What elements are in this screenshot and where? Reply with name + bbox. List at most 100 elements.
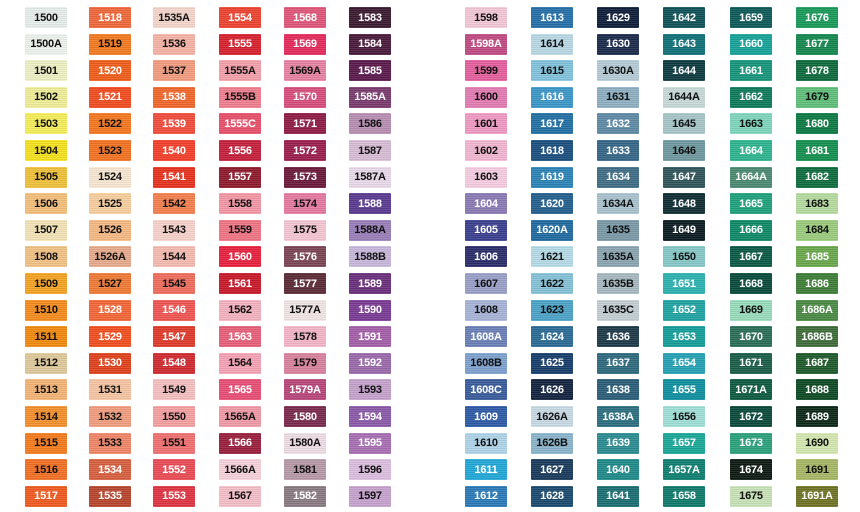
color-swatch-1621: 1621 — [531, 246, 573, 268]
swatch-code-label: 1660 — [739, 38, 763, 51]
swatch-code-label: 1680 — [805, 117, 829, 130]
color-swatch-1609: 1609 — [465, 406, 507, 427]
color-swatch-1559: 1559 — [219, 219, 261, 241]
swatch-code-label: 1635A — [602, 250, 634, 263]
color-swatch-1671: 1671 — [730, 352, 772, 374]
color-swatch-1686A: 1686A — [796, 299, 838, 321]
color-swatch-1503: 1503 — [25, 113, 67, 135]
swatch-code-label: 1522 — [98, 117, 122, 130]
swatch-code-label: 1517 — [34, 490, 58, 503]
swatch-code-label: 1657 — [672, 437, 696, 450]
color-swatch-1504: 1504 — [25, 140, 67, 161]
color-swatch-1512: 1512 — [25, 352, 67, 374]
swatch-code-label: 1670 — [739, 330, 763, 343]
swatch-code-label: 1537 — [162, 64, 186, 77]
swatch-code-label: 1644A — [668, 91, 700, 104]
color-swatch-1597: 1597 — [349, 485, 391, 507]
color-swatch-1517: 1517 — [25, 485, 67, 507]
swatch-code-label: 1690 — [805, 437, 829, 450]
color-swatch-1585A: 1585A — [349, 86, 391, 108]
color-swatch-1587: 1587 — [349, 140, 391, 161]
swatch-code-label: 1552 — [162, 463, 186, 476]
swatch-code-label: 1678 — [805, 64, 829, 77]
swatch-code-label: 1503 — [34, 117, 58, 130]
color-swatch-1690: 1690 — [796, 432, 838, 454]
swatch-code-label: 1560 — [228, 250, 252, 263]
swatch-code-label: 1656 — [672, 410, 696, 423]
color-swatch-1641: 1641 — [597, 485, 639, 507]
swatch-code-label: 1620 — [540, 197, 564, 210]
swatch-code-label: 1601 — [474, 117, 498, 130]
color-swatch-1574: 1574 — [284, 193, 326, 215]
color-swatch-1670: 1670 — [730, 326, 772, 348]
swatch-code-label: 1567 — [228, 490, 252, 503]
swatch-code-label: 1565A — [224, 410, 256, 423]
swatch-code-label: 1556 — [228, 144, 252, 157]
color-swatch-1546: 1546 — [153, 299, 195, 321]
color-swatch-1584: 1584 — [349, 33, 391, 55]
color-swatch-1635B: 1635B — [597, 273, 639, 294]
color-swatch-1581: 1581 — [284, 459, 326, 481]
color-swatch-1678: 1678 — [796, 60, 838, 82]
color-swatch-1572: 1572 — [284, 140, 326, 161]
color-swatch-1651: 1651 — [663, 273, 705, 294]
color-swatch-1679: 1679 — [796, 86, 838, 108]
color-swatch-1516: 1516 — [25, 459, 67, 481]
swatch-code-label: 1505 — [34, 171, 58, 184]
color-swatch-1658: 1658 — [663, 485, 705, 507]
swatch-code-label: 1691 — [805, 463, 829, 476]
color-swatch-1596: 1596 — [349, 459, 391, 481]
swatch-code-label: 1531 — [98, 383, 122, 396]
color-swatch-1691: 1691 — [796, 459, 838, 481]
swatch-code-label: 1513 — [34, 383, 58, 396]
swatch-code-label: 1665 — [739, 197, 763, 210]
color-swatch-1566A: 1566A — [219, 459, 261, 481]
color-swatch-1577A: 1577A — [284, 299, 326, 321]
color-swatch-1567: 1567 — [219, 485, 261, 507]
swatch-code-label: 1610 — [474, 437, 498, 450]
swatch-code-label: 1624 — [540, 330, 564, 343]
color-swatch-1577: 1577 — [284, 273, 326, 294]
color-swatch-1635C: 1635C — [597, 299, 639, 321]
color-swatch-1616: 1616 — [531, 86, 573, 108]
color-swatch-1612: 1612 — [465, 485, 507, 507]
swatch-code-label: 1603 — [474, 171, 498, 184]
color-swatch-1549: 1549 — [153, 379, 195, 401]
color-swatch-1619: 1619 — [531, 166, 573, 188]
swatch-code-label: 1529 — [98, 330, 122, 343]
swatch-code-label: 1596 — [358, 463, 382, 476]
swatch-code-label: 1604 — [474, 197, 498, 210]
color-swatch-1624: 1624 — [531, 326, 573, 348]
swatch-code-label: 1525 — [98, 197, 122, 210]
color-swatch-1640: 1640 — [597, 459, 639, 481]
swatch-code-label: 1580 — [293, 410, 317, 423]
color-swatch-1656: 1656 — [663, 406, 705, 427]
color-swatch-1668: 1668 — [730, 273, 772, 294]
swatch-code-label: 1588A — [354, 224, 386, 237]
color-swatch-1588: 1588 — [349, 193, 391, 215]
swatch-code-label: 1563 — [228, 330, 252, 343]
swatch-code-label: 1577 — [293, 277, 317, 290]
color-swatch-1575: 1575 — [284, 219, 326, 241]
color-swatch-1585: 1585 — [349, 60, 391, 82]
swatch-code-label: 1674 — [739, 463, 763, 476]
color-swatch-1571: 1571 — [284, 113, 326, 135]
swatch-code-label: 1568 — [293, 11, 317, 24]
swatch-code-label: 1569 — [293, 38, 317, 51]
swatch-code-label: 1585 — [358, 64, 382, 77]
color-swatch-1637: 1637 — [597, 352, 639, 374]
swatch-code-label: 1637 — [606, 357, 630, 370]
color-swatch-1500A: 1500A — [25, 33, 67, 55]
swatch-code-label: 1591 — [358, 330, 382, 343]
swatch-code-label: 1555A — [224, 64, 256, 77]
color-swatch-1509: 1509 — [25, 273, 67, 294]
swatch-code-label: 1579A — [289, 383, 321, 396]
color-swatch-1528: 1528 — [89, 299, 131, 321]
swatch-code-label: 1578 — [293, 330, 317, 343]
color-swatch-1526: 1526 — [89, 219, 131, 241]
swatch-code-label: 1592 — [358, 357, 382, 370]
swatch-code-label: 1616 — [540, 91, 564, 104]
color-swatch-1595: 1595 — [349, 432, 391, 454]
color-swatch-1599: 1599 — [465, 60, 507, 82]
